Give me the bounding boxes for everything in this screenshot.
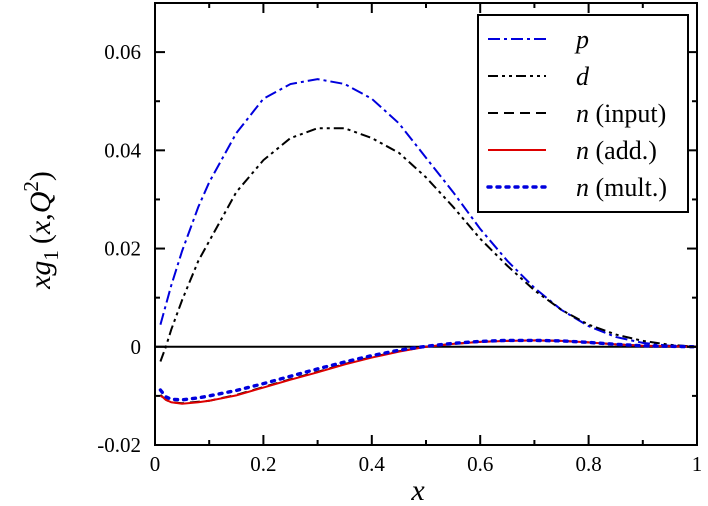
y-tick-label-4: 0.06 (104, 40, 141, 64)
y-axis-comma: , (24, 213, 57, 221)
y-tick-label-3: 0.04 (104, 138, 141, 162)
legend-label-0: p (574, 25, 589, 54)
legend-label-var-4: n (576, 173, 589, 202)
y-tick-label-0: -0.02 (97, 433, 141, 457)
x-tick-label-1: 0.2 (250, 452, 276, 476)
x-tick-label-2: 0.4 (359, 452, 386, 476)
legend-label-3: n (add.) (576, 136, 657, 165)
series-line-4 (158, 338, 697, 402)
y-axis-var: x (24, 220, 57, 235)
y-tick-label-1: 0 (131, 335, 142, 359)
ticks: 0 0.2 0.4 0.6 0.8 1 -0.02 0 0.02 0.04 0.06 (97, 2, 703, 476)
y-axis-q: Q (24, 191, 57, 213)
y-axis-superscript: 2 (19, 181, 43, 192)
x-axis-title: x (410, 474, 425, 506)
x-tick-label-0: 0 (150, 452, 161, 476)
legend-label-var-3: n (576, 136, 589, 165)
plot-content (155, 78, 697, 405)
x-tick-label-3: 0.6 (467, 452, 493, 476)
legend-label-4: n (mult.) (576, 173, 667, 202)
x-tick-label-4: 0.8 (575, 452, 601, 476)
legend-label-1: d (576, 62, 590, 91)
legend-label-var-1: d (576, 62, 590, 91)
legend-label-2: n (input) (576, 99, 666, 128)
legend-label-var-2: n (576, 99, 589, 128)
y-axis-title: xg1 (x,Q2) (19, 171, 63, 290)
y-axis-subscript: 1 (39, 250, 63, 261)
y-axis-close: ) (24, 171, 57, 181)
series-line-1 (159, 127, 697, 362)
legend: pdn (input)n (add.)n (mult.) (477, 14, 689, 213)
x-tick-label-5: 1 (692, 452, 703, 476)
legend-label-rest-2: (input) (589, 99, 666, 128)
series-line-3 (159, 339, 697, 405)
legend-label-var-0: p (574, 25, 589, 54)
y-tick-label-2: 0.02 (104, 237, 141, 261)
plot-frame (154, 2, 698, 446)
y-axis-open: ( (24, 234, 57, 244)
y-axis-prefix: xg (24, 261, 57, 290)
legend-label-rest-3: (add.) (589, 136, 657, 165)
series-line-0 (159, 78, 697, 348)
legend-label-rest-4: (mult.) (589, 173, 667, 202)
